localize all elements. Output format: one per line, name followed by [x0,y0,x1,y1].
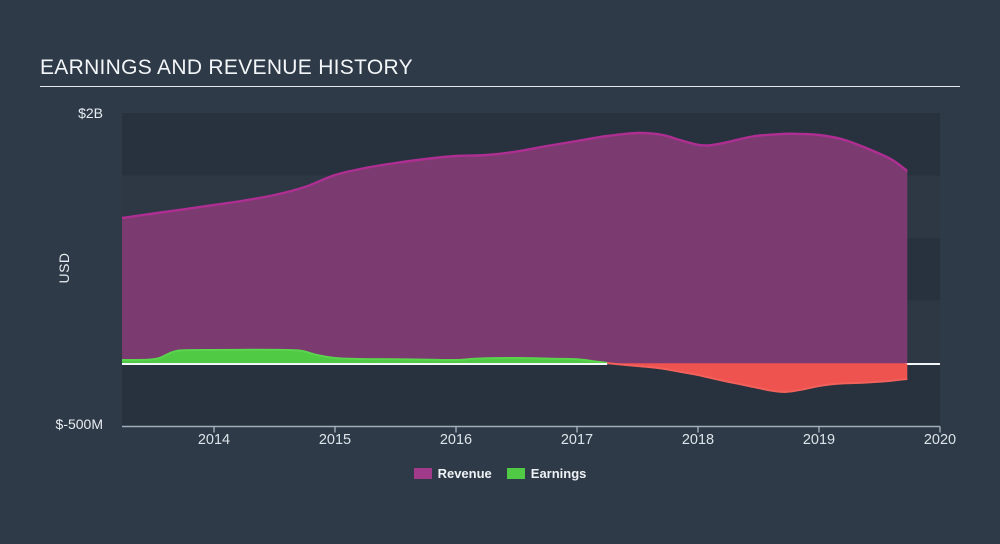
legend-item-earnings[interactable]: Earnings [506,466,587,481]
legend: Revenue Earnings [0,466,1000,481]
x-axis-tick-label: 2020 [924,432,956,448]
x-axis-tick-label: 2019 [803,432,835,448]
earnings-negative-line [607,362,908,394]
y-axis-min-label: $-500M [55,416,103,432]
x-axis-tick-label: 2016 [440,432,472,448]
x-axis-tick-label: 2017 [561,432,593,448]
earnings-positive-area[interactable] [122,349,608,364]
earnings-swatch [506,468,525,479]
revenue-area[interactable] [122,132,908,364]
x-axis-tick-label: 2014 [198,432,230,448]
revenue-swatch [413,468,432,479]
y-axis-max-label: $2B [78,105,103,121]
page-title: EARNINGS AND REVENUE HISTORY [40,56,413,79]
x-axis-tick-label: 2015 [319,432,351,448]
legend-label-earnings: Earnings [530,466,587,481]
title-underline: EARNINGS AND REVENUE HISTORY [40,57,960,87]
y-axis-title: USD [56,252,72,284]
legend-label-revenue: Revenue [437,466,492,481]
earnings-positive-line [121,348,608,364]
earnings-negative-area[interactable] [607,363,908,393]
legend-item-revenue[interactable]: Revenue [413,466,492,481]
x-axis-tick-label: 2018 [682,432,714,448]
revenue-line [121,131,909,220]
